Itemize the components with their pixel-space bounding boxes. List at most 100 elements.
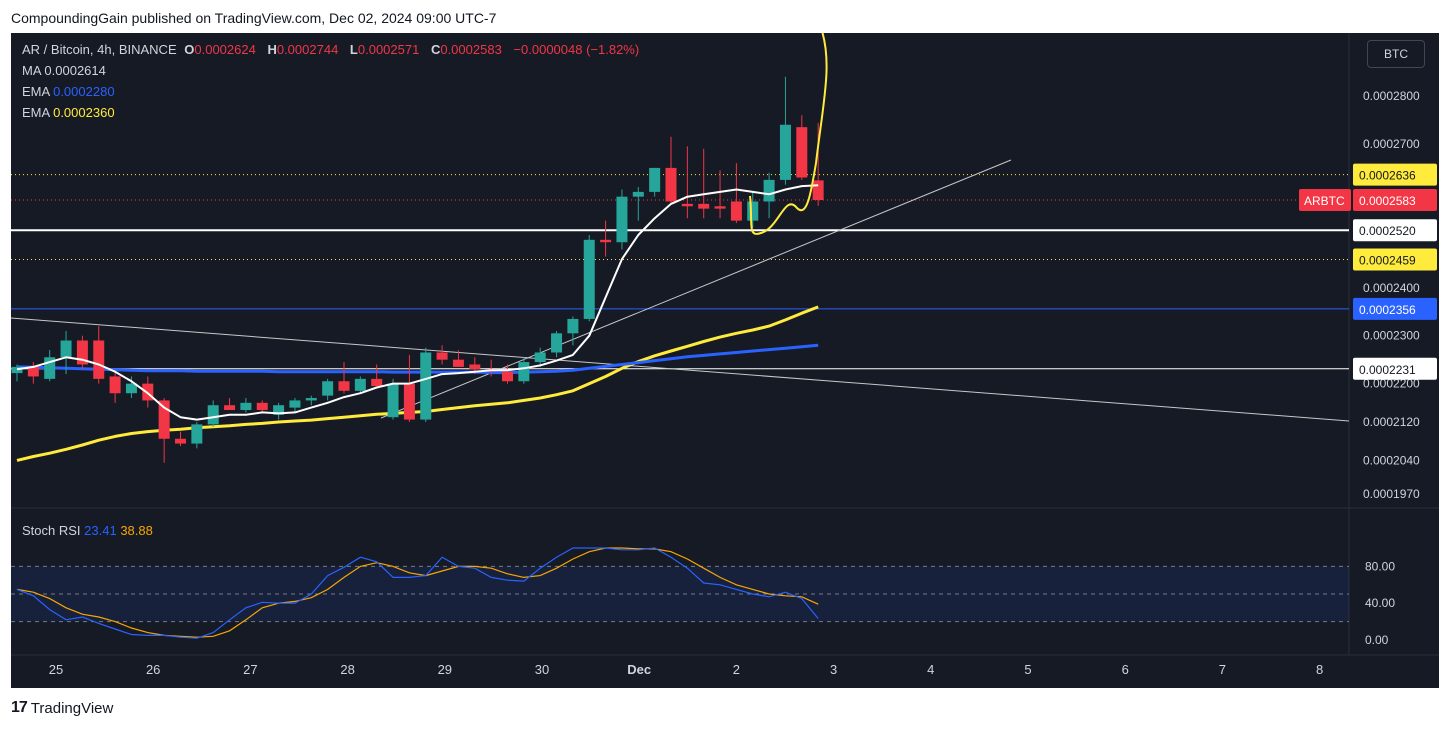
time-tick-label: 25 [49, 662, 63, 677]
candle-body [322, 381, 334, 396]
stoch-rsi-label: Stoch RSI [22, 523, 81, 538]
candle-body [191, 424, 203, 444]
price-tick-label: 0.0002800 [1363, 89, 1420, 103]
price-label-bg [1353, 357, 1437, 380]
price-tick-label: 0.0002040 [1363, 453, 1420, 467]
tradingview-footer[interactable]: 17 TradingView [11, 699, 113, 717]
candle-body [551, 333, 563, 353]
candle-body [240, 402, 252, 411]
time-tick-label: 6 [1122, 662, 1129, 677]
symbol-label: AR / Bitcoin, 4h, BINANCE [22, 42, 177, 57]
price-label-bg [1353, 189, 1437, 212]
price-label-bg [1353, 219, 1437, 242]
candle-body [27, 366, 39, 377]
candle-body [763, 179, 775, 202]
stoch-d-line [16, 547, 819, 638]
time-tick-label: 7 [1219, 662, 1226, 677]
candle-body [289, 400, 301, 408]
symbol-tag-bg [1299, 189, 1351, 212]
price-label-text: 0.0002520 [1359, 224, 1416, 238]
candle-body [518, 362, 530, 382]
close-label: C0.0002583 [430, 42, 502, 57]
price-tick-label: 0.0002120 [1363, 415, 1420, 429]
time-tick-label: Dec [627, 662, 651, 677]
candle-body [681, 203, 693, 207]
chart-canvas[interactable]: 0.0002800 0.0002700 0.0002400 0.0002300 0.00… [11, 33, 1439, 688]
open-value: 0.0002624 [194, 42, 256, 57]
price-tick-label: 0.0001970 [1363, 487, 1420, 501]
candle-body [502, 371, 513, 382]
ma-label: MA [22, 63, 41, 78]
candle-body [420, 352, 432, 420]
stoch-k-line [16, 547, 819, 639]
ema-fast-value: 0.0002280 [53, 84, 115, 99]
candle-body [452, 359, 464, 367]
candle-body [387, 383, 399, 418]
ema-slow-legend: EMA 0.0002360 [22, 105, 115, 120]
time-tick-label: 30 [535, 662, 549, 677]
candle-body [207, 405, 219, 425]
candle-body [175, 438, 186, 444]
price-label-bg [1353, 163, 1437, 186]
candle-body [616, 196, 628, 243]
projection-path [749, 33, 828, 235]
candle-body [354, 378, 366, 391]
ema-slow-label: EMA [22, 105, 50, 120]
candle-body [632, 191, 644, 197]
price-label-bg [1353, 248, 1437, 271]
low-value: 0.0002571 [357, 42, 420, 57]
price-tick-label: 0.0002200 [1363, 377, 1420, 391]
tradingview-logo-icon: 17 [11, 699, 28, 716]
candle-body [534, 352, 546, 363]
candle-body [567, 318, 579, 334]
price-tick-label: 0.0002400 [1363, 281, 1420, 295]
stoch-k-value: 23.41 [84, 523, 117, 538]
low-label: L0.0002571 [349, 42, 420, 57]
candle-body [158, 400, 170, 439]
price-label-text: 0.0002459 [1359, 253, 1416, 267]
high-value: 0.0002744 [276, 42, 339, 57]
time-tick-label: 2 [733, 662, 740, 677]
chart-area[interactable]: 0.0002800 0.0002700 0.0002400 0.0002300 0.00… [11, 33, 1439, 688]
candle-body [730, 201, 742, 221]
candle-body [93, 340, 105, 379]
open-label: O0.0002624 [184, 42, 256, 57]
candle-body [44, 357, 56, 379]
stoch-tick-label: 0.00 [1365, 633, 1389, 647]
candle-body [714, 206, 726, 209]
candle-body [469, 364, 481, 370]
price-label-text: 0.0002583 [1359, 194, 1416, 208]
ema-slow-value: 0.0002360 [53, 105, 115, 120]
ema-fast-line [16, 343, 819, 375]
candle-body [665, 167, 677, 202]
candle-body [796, 127, 808, 178]
candle-body [403, 383, 415, 420]
price-label-text: 0.0002636 [1359, 169, 1416, 183]
candle-body [224, 405, 236, 411]
time-tick-label: 4 [927, 662, 934, 677]
time-tick-label: 8 [1316, 662, 1323, 677]
candle-body [600, 239, 612, 243]
stoch-rsi-legend: Stoch RSI 23.41 38.88 [22, 523, 153, 538]
candle-body [305, 398, 317, 401]
stoch-tick-label: 80.00 [1365, 559, 1395, 573]
stoch-tick-label: 40.00 [1365, 596, 1395, 610]
candle-body [109, 376, 121, 394]
candle-body [747, 201, 759, 221]
symbol-tag-text: ARBTC [1304, 194, 1345, 208]
candle-body [371, 378, 383, 387]
candle-body [256, 402, 268, 411]
currency-button[interactable]: BTC [1367, 40, 1425, 68]
candle-body [11, 366, 23, 374]
time-tick-label: 29 [438, 662, 452, 677]
candle-body [649, 167, 661, 192]
candle-body [76, 340, 88, 365]
high-label: H0.0002744 [267, 42, 339, 57]
ma-value: 0.0002614 [44, 63, 106, 78]
candle-body [698, 203, 710, 209]
ema-fast-label: EMA [22, 84, 50, 99]
time-tick-label: 28 [340, 662, 354, 677]
change-value: −0.0000048 (−1.82%) [513, 42, 640, 57]
stoch-d-value: 38.88 [120, 523, 153, 538]
candle-body [125, 383, 137, 394]
